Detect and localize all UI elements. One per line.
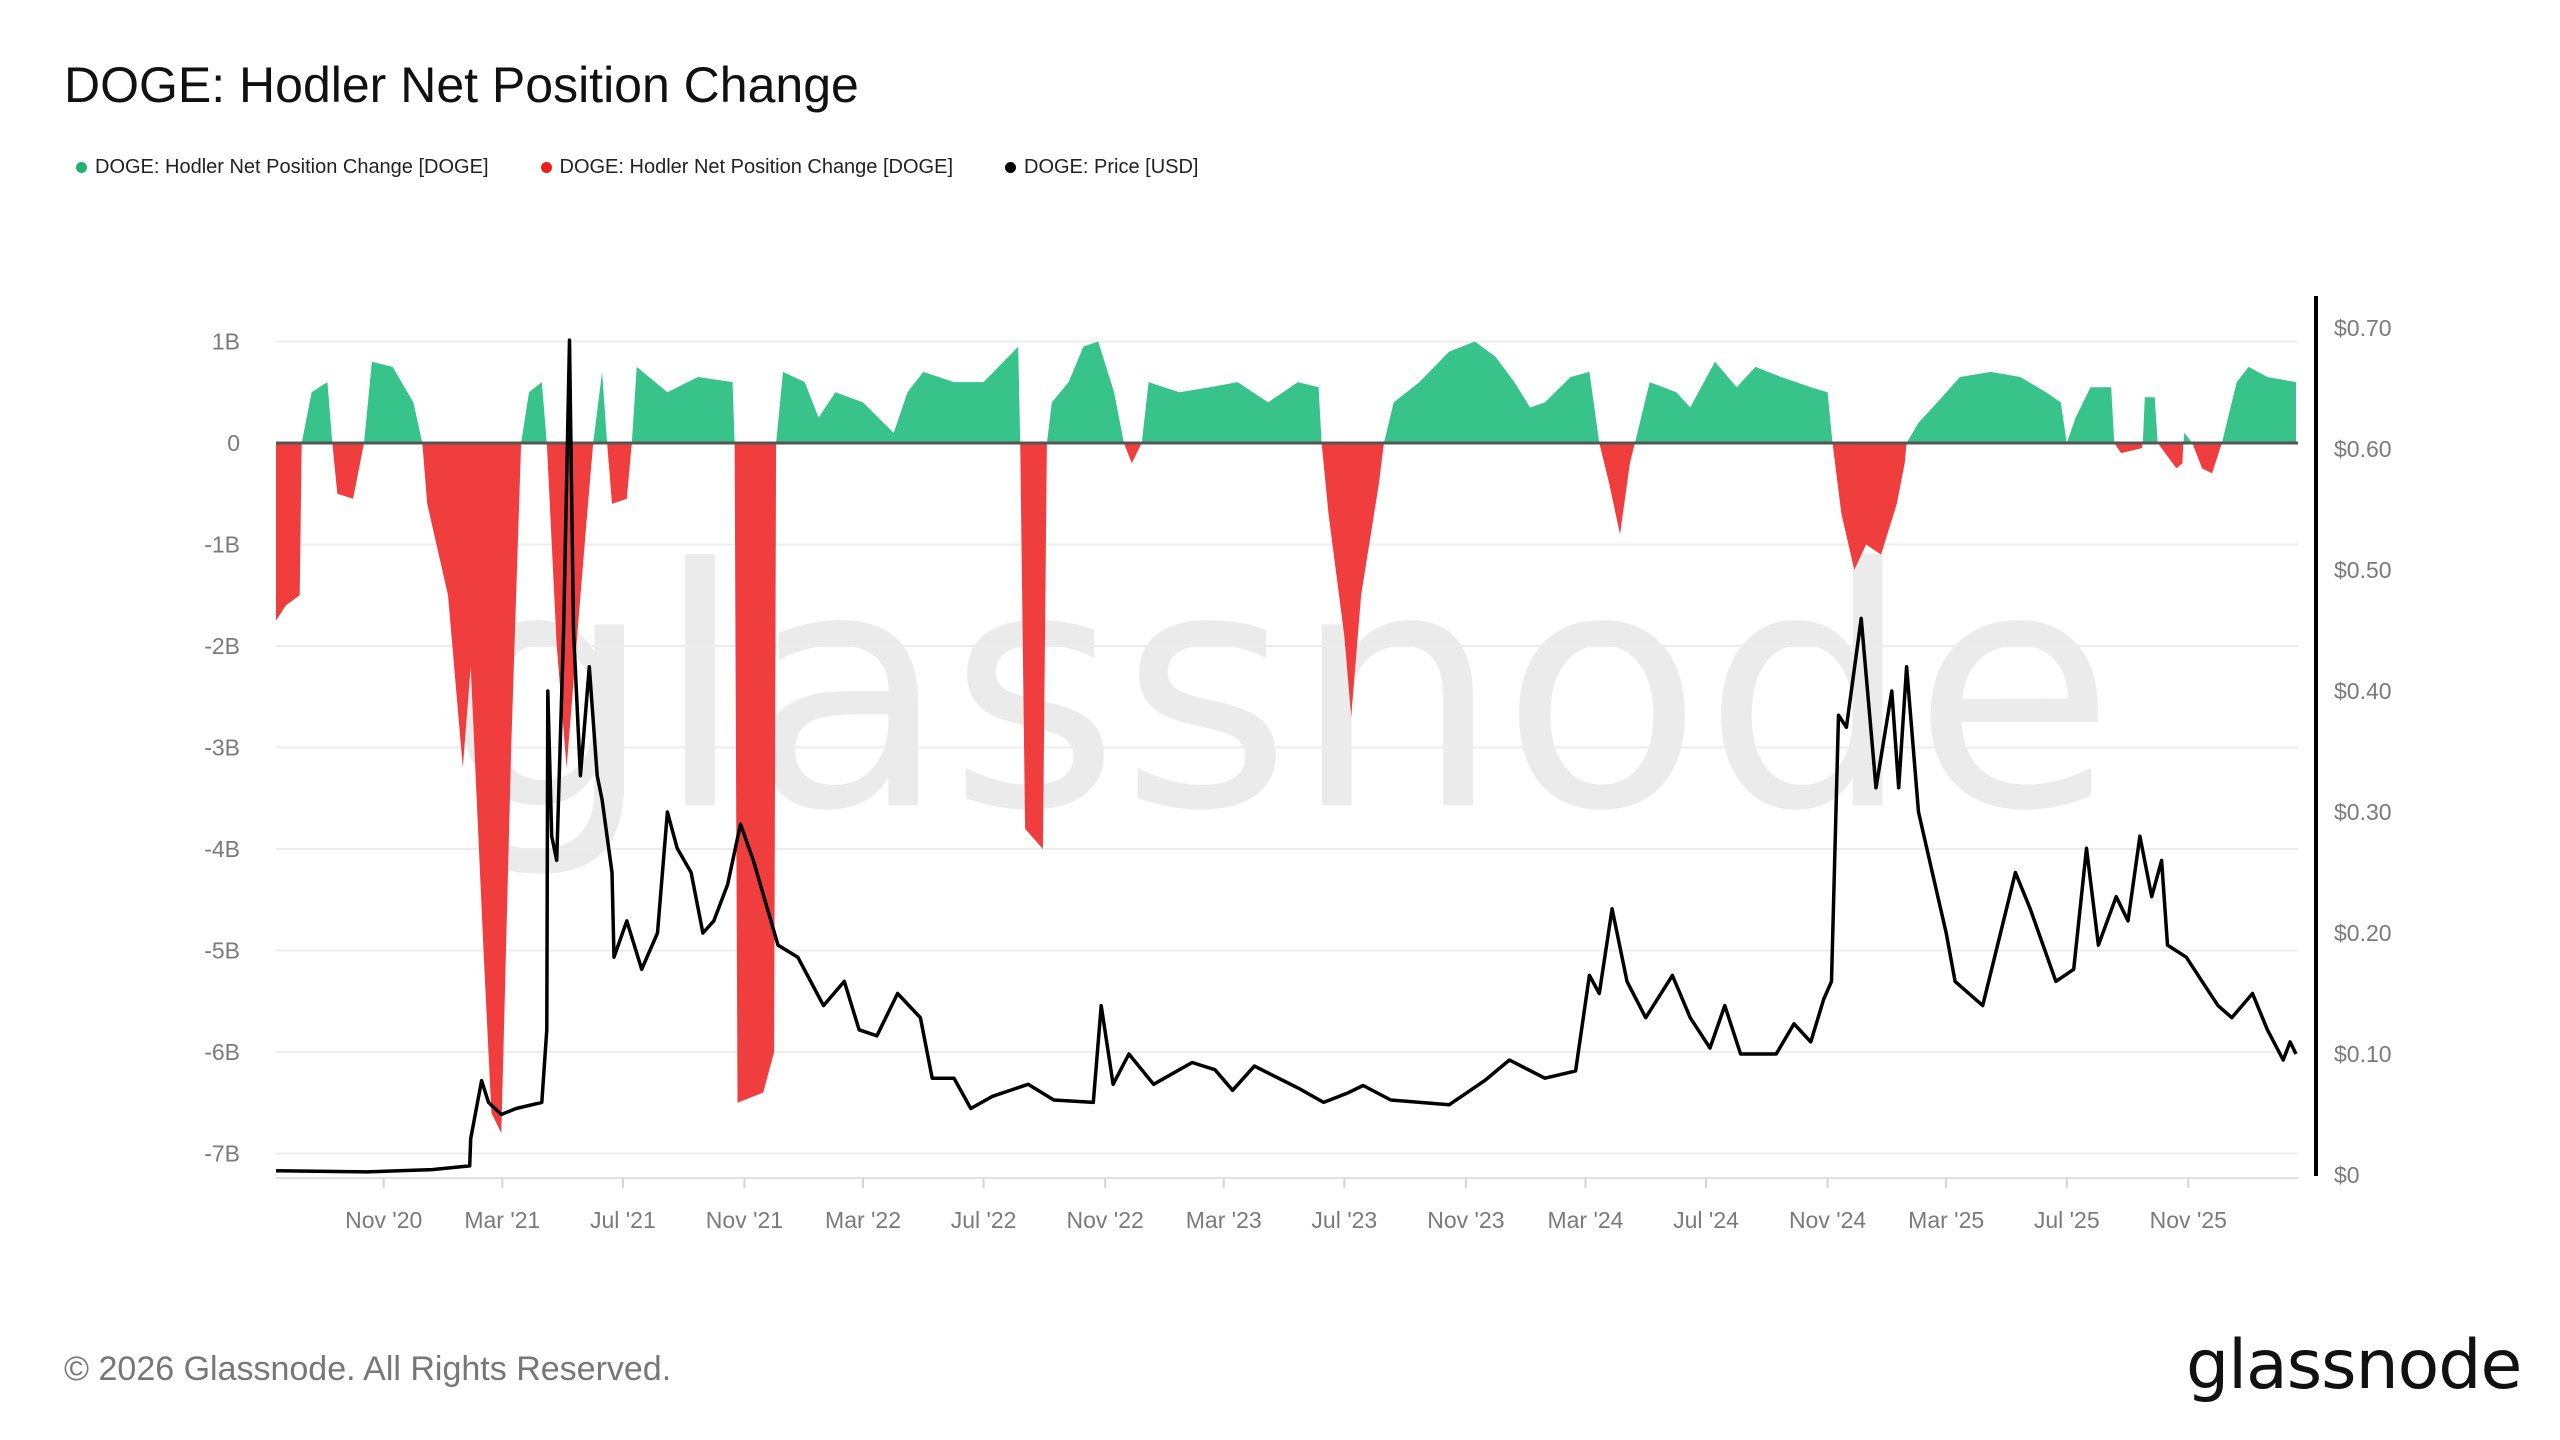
x-tick-label: Nov '22 — [1067, 1207, 1144, 1233]
legend-dot-red-icon — [540, 162, 552, 173]
y-left-tick-label: 0 — [227, 430, 240, 456]
legend-label: DOGE: Price [USD] — [1024, 156, 1199, 178]
legend: DOGE: Hodler Net Position Change [DOGE] … — [76, 156, 1250, 179]
chart-title: DOGE: Hodler Net Position Change — [64, 57, 859, 113]
y-left-tick-label: -2B — [204, 633, 240, 659]
x-tick-label: Jul '24 — [1673, 1207, 1739, 1233]
y-right-tick-label: $0.50 — [2334, 557, 2392, 583]
y-right-tick-label: $0.30 — [2334, 799, 2392, 825]
negative-area — [276, 443, 2297, 1134]
legend-dot-black-icon — [1005, 162, 1016, 173]
price-line — [275, 338, 2298, 1174]
x-tick-label: Nov '25 — [2150, 1207, 2227, 1233]
glassnode-logo: glassnode — [2186, 1326, 2522, 1405]
price-series-line — [275, 338, 2298, 1174]
legend-item-price[interactable]: DOGE: Price [USD] — [1005, 156, 1198, 179]
legend-label: DOGE: Hodler Net Position Change [DOGE] — [95, 156, 489, 178]
x-tick-label: Nov '21 — [706, 1207, 783, 1233]
copyright: © 2026 Glassnode. All Rights Reserved. — [64, 1350, 672, 1388]
gridlines — [276, 340, 2298, 1155]
y-right-tick-label: $0.60 — [2334, 436, 2392, 462]
y-right-tick-label: $0 — [2334, 1162, 2360, 1188]
y-left-tick-label: -5B — [204, 938, 240, 964]
legend-label: DOGE: Hodler Net Position Change [DOGE] — [559, 156, 954, 178]
legend-dot-green-icon — [76, 162, 87, 173]
x-tick-label: Mar '25 — [1908, 1207, 1984, 1233]
x-tick-label: Nov '20 — [345, 1207, 422, 1233]
hodler-areas — [276, 341, 2297, 1134]
x-tick-label: Mar '24 — [1547, 1207, 1623, 1233]
x-tick-label: Mar '22 — [825, 1207, 901, 1233]
x-tick-label: Jul '22 — [951, 1207, 1017, 1233]
y-left-tick-label: -6B — [204, 1039, 240, 1065]
y-left-tick-label: -4B — [204, 836, 240, 862]
axes: 1B 0 -1B -2B -3B -4B -5B -6B -7B $0.70 $0.60 $0.50 $… — [204, 296, 2392, 1233]
y-right-tick-label: $0.70 — [2334, 315, 2392, 341]
x-tick-label: Mar '21 — [464, 1207, 540, 1233]
legend-item-positive[interactable]: DOGE: Hodler Net Position Change [DOGE] — [76, 156, 489, 179]
y-left-tick-label: 1B — [212, 329, 240, 355]
watermark: glassnode — [445, 499, 2116, 883]
x-tick-label: Nov '23 — [1427, 1207, 1504, 1233]
positive-area — [276, 341, 2297, 443]
y-right-tick-label: $0.10 — [2334, 1041, 2392, 1067]
y-right-tick-label: $0.40 — [2334, 678, 2392, 704]
x-tick-label: Mar '23 — [1186, 1207, 1262, 1233]
legend-item-negative[interactable]: DOGE: Hodler Net Position Change [DOGE] — [540, 156, 954, 179]
x-tick-label: Jul '25 — [2034, 1207, 2100, 1233]
x-tick-label: Jul '21 — [590, 1207, 656, 1233]
x-tick-label: Nov '24 — [1789, 1207, 1866, 1233]
y-left-tick-label: -7B — [204, 1141, 240, 1167]
y-right-tick-label: $0.20 — [2334, 920, 2392, 946]
y-left-tick-label: -3B — [204, 735, 240, 761]
x-tick-label: Jul '23 — [1311, 1207, 1377, 1233]
y-left-tick-label: -1B — [204, 532, 240, 558]
